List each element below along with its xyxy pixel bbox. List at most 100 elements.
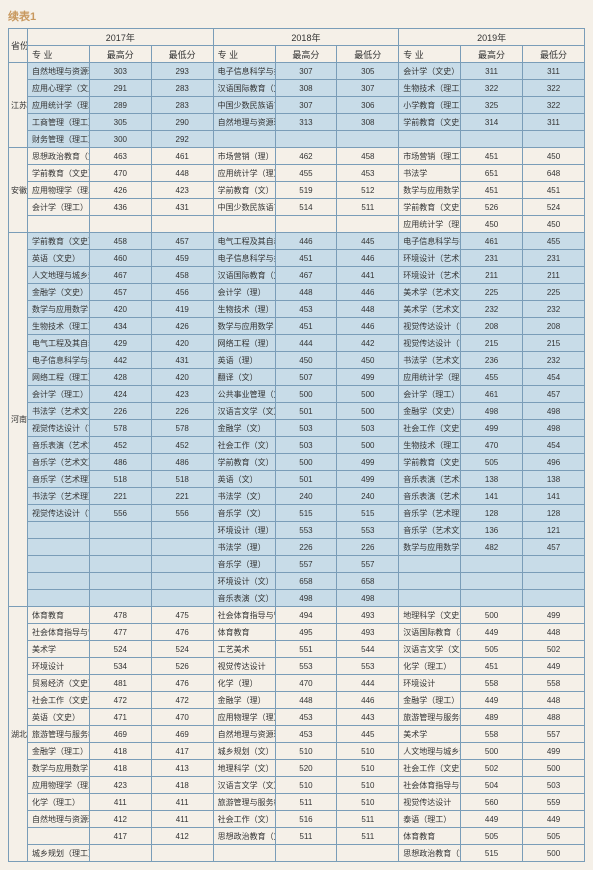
score-cell — [275, 216, 337, 233]
table-row: 417412思想政治教育（文）511511体育教育505505 — [9, 828, 585, 845]
table-row: 财务管理（理工）300292 — [9, 131, 585, 148]
score-cell: 463 — [89, 148, 151, 165]
score-cell: 553 — [275, 658, 337, 675]
score-cell: 557 — [337, 556, 399, 573]
major-cell: 泰语（理工） — [399, 811, 461, 828]
score-cell: 455 — [461, 369, 523, 386]
table-row: 人文地理与城乡规划（文史）467458汉语国际教育（文）467441环境设计（艺… — [9, 267, 585, 284]
major-cell: 汉语言文学（文） — [213, 777, 275, 794]
score-cell: 325 — [461, 97, 523, 114]
major-cell: 视觉传达设计 — [213, 658, 275, 675]
score-cell: 482 — [461, 539, 523, 556]
score-cell: 511 — [275, 828, 337, 845]
province-cell: 湖北 — [9, 607, 28, 862]
score-cell: 128 — [523, 505, 585, 522]
major-cell: 生物技术（理） — [213, 301, 275, 318]
major-cell: 市场营销（理） — [213, 148, 275, 165]
major-cell — [28, 556, 90, 573]
table-row: 音乐表演（文）498498 — [9, 590, 585, 607]
score-cell: 467 — [275, 267, 337, 284]
major-cell: 生物技术（理工） — [399, 80, 461, 97]
major-cell: 金融学（理） — [213, 692, 275, 709]
major-cell: 数学与应用数学（理工） — [28, 760, 90, 777]
score-cell — [89, 216, 151, 233]
header-low: 最低分 — [151, 46, 213, 63]
major-cell: 自然地理与资源环境（理） — [213, 726, 275, 743]
score-cell: 500 — [337, 437, 399, 454]
score-cell: 658 — [275, 573, 337, 590]
score-cell: 411 — [151, 794, 213, 811]
score-cell: 418 — [151, 777, 213, 794]
score-cell: 557 — [275, 556, 337, 573]
major-cell: 环境设计（文） — [213, 573, 275, 590]
major-cell: 环境设计 — [28, 658, 90, 675]
score-cell: 507 — [275, 369, 337, 386]
major-cell: 音乐表演（文） — [213, 590, 275, 607]
score-cell: 457 — [89, 284, 151, 301]
major-cell: 数学与应用数学（理） — [213, 318, 275, 335]
table-row: 湖北体育教育478475社会体育指导与管理494493地理科学（文史）50049… — [9, 607, 585, 624]
score-cell: 450 — [337, 352, 399, 369]
major-cell: 地理科学（文） — [213, 760, 275, 777]
major-cell: 英语（文史） — [28, 709, 90, 726]
major-cell: 应用物理学（理工） — [28, 182, 90, 199]
major-cell: 地理科学（文史） — [399, 607, 461, 624]
major-cell: 生物技术（理工） — [399, 437, 461, 454]
major-cell: 城乡规划（理工） — [28, 845, 90, 862]
table-row: 金融学（理工）418417城乡规划（文）510510人文地理与城乡规划（文史）5… — [9, 743, 585, 760]
table-row: 书法学（艺术理）221221书法学（文）240240音乐表演（艺术文）14114… — [9, 488, 585, 505]
major-cell: 书法学（艺术文） — [399, 352, 461, 369]
score-cell: 502 — [461, 760, 523, 777]
table-row: 音乐学（艺术文）486486学前教育（文）500499学前教育（文史）50549… — [9, 454, 585, 471]
table-row: 视觉传达设计（艺术理）556556音乐学（文）515515音乐学（艺术理）128… — [9, 505, 585, 522]
score-cell: 215 — [461, 335, 523, 352]
score-cell: 231 — [461, 250, 523, 267]
table-row: 自然地理与资源环境（理工）412411社会工作（文）516511泰语（理工）44… — [9, 811, 585, 828]
score-cell: 486 — [151, 454, 213, 471]
header-high: 最高分 — [461, 46, 523, 63]
score-cell: 498 — [275, 590, 337, 607]
major-cell: 应用物理学（理工） — [28, 777, 90, 794]
header-high: 最高分 — [275, 46, 337, 63]
score-cell: 455 — [523, 233, 585, 250]
score-cell: 499 — [337, 454, 399, 471]
score-cell — [337, 131, 399, 148]
table-row: 河南学前教育（文史）458457电气工程及其自动化（理）446445电子信息科学… — [9, 233, 585, 250]
header-low: 最低分 — [523, 46, 585, 63]
score-cell: 451 — [461, 658, 523, 675]
score-cell: 141 — [523, 488, 585, 505]
score-cell: 578 — [151, 420, 213, 437]
header-major: 专 业 — [213, 46, 275, 63]
score-cell: 559 — [523, 794, 585, 811]
major-cell — [399, 590, 461, 607]
score-cell: 470 — [275, 675, 337, 692]
score-cell: 556 — [151, 505, 213, 522]
score-cell: 524 — [89, 641, 151, 658]
major-cell: 会计学（理工） — [28, 386, 90, 403]
score-cell: 226 — [89, 403, 151, 420]
major-cell: 学前教育（文史） — [399, 454, 461, 471]
table-row: 环境设计（文）658658 — [9, 573, 585, 590]
score-cell: 136 — [461, 522, 523, 539]
major-cell: 旅游管理与服务教育（文史） — [399, 709, 461, 726]
score-cell: 413 — [151, 760, 213, 777]
score-cell: 524 — [151, 641, 213, 658]
score-cell: 495 — [275, 624, 337, 641]
table-row: 应用物理学（理工）423418汉语言文学（文）510510社会体育指导与管理50… — [9, 777, 585, 794]
score-cell: 494 — [275, 607, 337, 624]
table-row: 音乐学（理）557557 — [9, 556, 585, 573]
score-cell: 293 — [151, 63, 213, 80]
score-cell: 510 — [337, 760, 399, 777]
score-cell: 448 — [337, 301, 399, 318]
score-cell: 431 — [151, 199, 213, 216]
score-cell: 305 — [337, 63, 399, 80]
table-row: 应用心理学（文史）291283汉语国际教育（文）308307生物技术（理工）32… — [9, 80, 585, 97]
header-major: 专 业 — [399, 46, 461, 63]
score-cell: 450 — [523, 216, 585, 233]
major-cell: 应用统计学（理） — [213, 165, 275, 182]
major-cell — [28, 573, 90, 590]
major-cell: 视觉传达设计（艺术文） — [399, 318, 461, 335]
score-cell: 515 — [275, 505, 337, 522]
score-cell: 308 — [337, 114, 399, 131]
table-row: 工商管理（理工）305290自然地理与资源环境（文）313308学前教育（文史）… — [9, 114, 585, 131]
